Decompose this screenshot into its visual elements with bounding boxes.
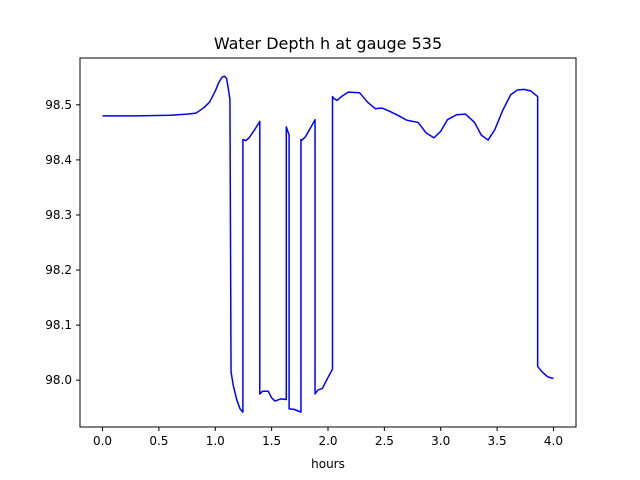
x-tick-label: 2.0 — [318, 434, 337, 448]
x-tick-label: 0.0 — [93, 434, 112, 448]
x-axis-label: hours — [311, 457, 345, 471]
y-tick-label: 98.1 — [45, 318, 72, 332]
x-tick-label: 3.0 — [431, 434, 450, 448]
x-tick-label: 1.5 — [262, 434, 281, 448]
y-tick-label: 98.4 — [45, 153, 72, 167]
series-line-0 — [102, 75, 554, 413]
y-tick-label: 98.2 — [45, 263, 72, 277]
x-tick-label: 3.5 — [488, 434, 507, 448]
y-tick-label: 98.5 — [45, 98, 72, 112]
x-tick-label: 1.0 — [206, 434, 225, 448]
x-tick-label: 4.0 — [544, 434, 563, 448]
plot-area — [80, 58, 576, 427]
y-tick-label: 98.0 — [45, 373, 72, 387]
chart-title: Water Depth h at gauge 535 — [214, 34, 442, 53]
y-tick-label: 98.3 — [45, 208, 72, 222]
x-tick-label: 0.5 — [149, 434, 168, 448]
x-tick-label: 2.5 — [375, 434, 394, 448]
